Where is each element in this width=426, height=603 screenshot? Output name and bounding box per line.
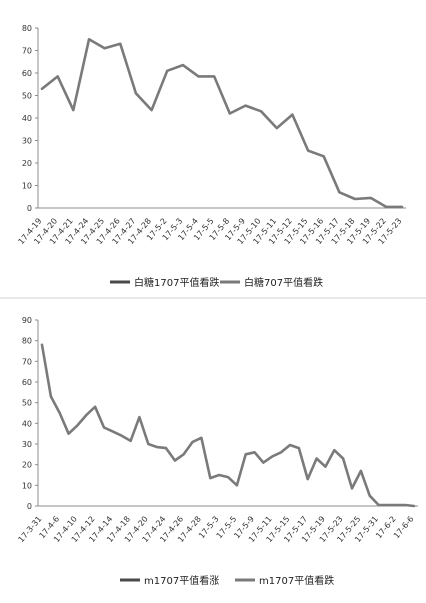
y-tick-label: 0: [27, 502, 32, 511]
y-tick-label: 50: [22, 399, 32, 408]
y-tick-label: 40: [22, 114, 32, 123]
y-tick-label: 30: [22, 440, 32, 449]
y-tick-label: 60: [22, 69, 32, 78]
legend-label-0: 白糖1707平值看跌: [134, 276, 219, 289]
series-line-1: [40, 343, 416, 508]
y-tick-label: 40: [22, 419, 32, 428]
y-tick-label: 70: [22, 47, 32, 56]
y-tick-label: 30: [22, 137, 32, 146]
y-tick-label: 0: [27, 204, 32, 213]
legend-label-1: 白糖707平值看跌: [244, 276, 323, 289]
y-tick-label: 70: [22, 357, 32, 366]
x-tick-label: 17-3-31: [17, 515, 44, 545]
y-tick-label: 10: [22, 182, 32, 191]
y-tick-label: 50: [22, 92, 32, 101]
y-tick-label: 80: [22, 337, 32, 346]
y-tick-label: 60: [22, 378, 32, 387]
top-chart: 0102030405060708017-4-1917-4-2017-4-2117…: [17, 24, 406, 289]
legend-label-1: m1707平值看跌: [259, 574, 334, 587]
series-line-1: [40, 37, 404, 209]
bottom-chart: 010203040506070809017-3-3117-4-617-4-101…: [17, 316, 418, 587]
y-tick-label: 20: [22, 159, 32, 168]
y-tick-label: 90: [22, 316, 32, 325]
y-tick-label: 20: [22, 461, 32, 470]
y-tick-label: 10: [22, 481, 32, 490]
legend-label-0: m1707平值看涨: [144, 574, 219, 587]
y-tick-label: 80: [22, 24, 32, 33]
